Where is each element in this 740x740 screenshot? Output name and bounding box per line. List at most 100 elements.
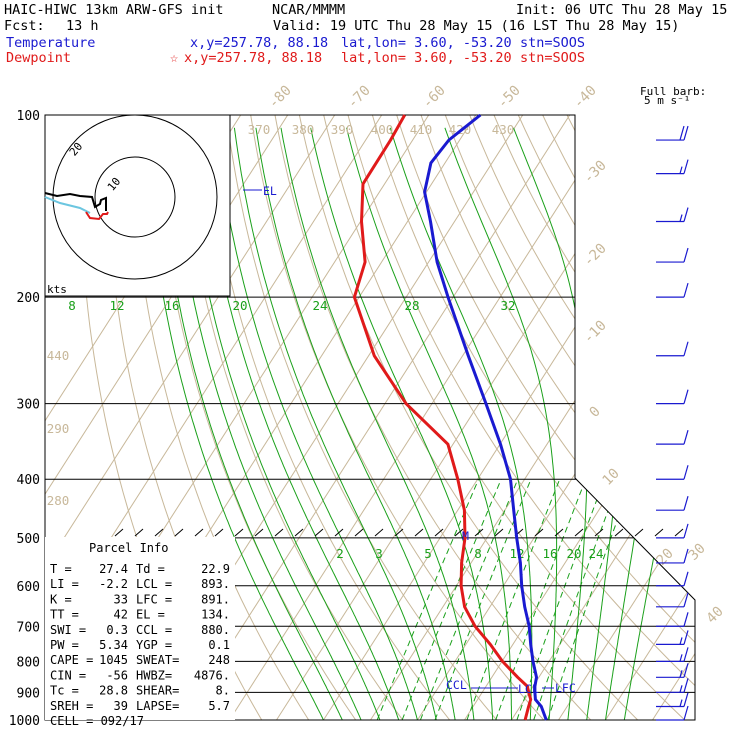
parcel-value2-2: 891. [201, 592, 230, 606]
isotherm-label: -70 [345, 83, 374, 112]
pressure-tick-300: 300 [17, 398, 40, 413]
level-hatch [154, 528, 164, 537]
dry-adiabat-line [250, 296, 545, 720]
barb-legend-line1: Full barb: [640, 85, 706, 98]
wind-barb [656, 678, 689, 693]
legend-dewpoint-station: stn=SOOS [520, 50, 585, 66]
wind-barb-feather [683, 496, 689, 511]
parcel-key-5: PW = [50, 638, 79, 652]
level-hatch [414, 528, 424, 537]
level-hatch [134, 528, 144, 537]
moist-adiabat-line [215, 296, 418, 720]
isotherm-label: -60 [420, 83, 449, 112]
parcel-info-box [45, 537, 235, 720]
legend-dewpoint-latlon: lat,lon= 3.60, -53.20 [341, 50, 512, 66]
isotherm-line [606, 115, 740, 720]
wind-barb-half-feather [679, 654, 683, 662]
parcel-key-4: SWI = [50, 623, 86, 637]
dry-adiabat-line [493, 115, 575, 274]
barb-legend-line2: 5 m s⁻¹ [644, 94, 690, 107]
isotherm-line [700, 115, 740, 720]
dry-adiabat-line [128, 296, 310, 720]
dry-adiabat-line [591, 115, 740, 720]
mixing-ratio-line [495, 479, 587, 720]
dewpoint-profile [352, 114, 533, 721]
mixing-ratio-label: 28 [404, 298, 419, 313]
parcel-value-0: 27.4 [99, 562, 128, 576]
dry-adiabat-line [152, 296, 357, 720]
theta-label: 400 [371, 122, 394, 137]
mixing-ratio-label: 5 [424, 546, 432, 561]
wind-barb-half-feather [679, 685, 683, 693]
background-labels: -80 -70 -60 -50 -40 -30 -20 -10 0 10 20 30 40 370 380 3… [47, 83, 727, 627]
level-hatch [374, 528, 384, 537]
wind-barb-feather [683, 548, 689, 564]
dry-adiabat-line [298, 115, 354, 296]
dry-adiabat-line [347, 296, 695, 720]
wind-barb [656, 630, 689, 646]
isotherm-line [465, 115, 740, 720]
legend-temperature-name: Temperature [6, 35, 95, 51]
dry-adiabat-line [639, 296, 695, 720]
isotherm-line [323, 296, 695, 720]
theta-label: 390 [331, 122, 354, 137]
dry-adiabat-line [713, 115, 740, 720]
wind-barb [656, 465, 689, 480]
parcel-value2-7: 4876. [194, 668, 230, 682]
level-hatch [274, 528, 284, 537]
isotherm-line [511, 296, 695, 720]
isotherm-label: 40 [704, 604, 727, 627]
dry-adiabat-line [298, 296, 639, 720]
mixing-ratio-label: 20 [566, 546, 581, 561]
legend-dewpoint-name: Dewpoint [6, 50, 71, 66]
isotherm-line [652, 296, 695, 720]
isotherm-line [464, 296, 695, 720]
pressure-tick-200: 200 [17, 291, 40, 306]
level-hatch [594, 528, 604, 537]
level-hatch [394, 528, 404, 537]
theta-label: 380 [292, 122, 315, 137]
parcel-value2-3: 134. [201, 608, 230, 622]
dry-adiabat-line [542, 115, 575, 180]
isotherm-label: 30 [686, 541, 709, 564]
wind-barb-feather [683, 341, 689, 356]
pressure-tick-700: 700 [17, 620, 40, 635]
isotherm-line [453, 115, 571, 296]
parcel-key-2: K = [50, 592, 72, 606]
theta-label: 410 [410, 122, 433, 137]
pressure-tick-100: 100 [17, 109, 40, 124]
isotherm-label: 0 [587, 404, 604, 421]
dry-adiabat-line [396, 115, 473, 296]
hodograph: 20 10 kts [44, 114, 231, 297]
mixing-ratio-label: 3 [375, 546, 383, 561]
pressure-tick-600: 600 [17, 580, 40, 595]
isotherm-line [265, 115, 383, 296]
parcel-value-2: 33 [114, 592, 128, 606]
level-hatch [454, 528, 464, 537]
moist-adiabat-line [623, 296, 695, 720]
isotherm-line [218, 115, 336, 296]
level-hatch [634, 528, 644, 537]
isotherm-label: -50 [495, 83, 524, 112]
mixing-ratio-label: 20 [232, 298, 247, 313]
isotherm-line [182, 296, 571, 720]
parcel-key-0: T = [50, 562, 72, 576]
parcel-value-4: 0.3 [106, 623, 128, 637]
m-label: M [462, 529, 469, 543]
dry-adiabat-line [323, 115, 384, 296]
hodograph-units-label: kts [47, 283, 67, 296]
wind-barb [656, 647, 689, 662]
dry-adiabat-line [347, 115, 413, 296]
pressure-tick-800: 800 [17, 655, 40, 670]
isotherm-line [45, 296, 336, 720]
pressure-tick-900: 900 [17, 686, 40, 701]
parcel-key2-9: LAPSE= [136, 699, 179, 713]
hodograph-trace-lower [85, 211, 109, 221]
wind-barb-feather [683, 159, 689, 174]
dry-adiabat-line [177, 296, 404, 720]
parcel-key-6: CAPE = [50, 653, 93, 667]
mixing-ratio-label: 16 [542, 546, 557, 561]
moist-adiabat-line [310, 127, 362, 296]
dry-adiabat-line [664, 115, 740, 720]
isotherm-label: -40 [571, 83, 600, 112]
